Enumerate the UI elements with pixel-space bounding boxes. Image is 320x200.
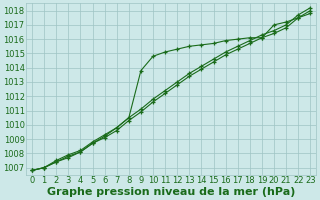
- X-axis label: Graphe pression niveau de la mer (hPa): Graphe pression niveau de la mer (hPa): [47, 187, 295, 197]
